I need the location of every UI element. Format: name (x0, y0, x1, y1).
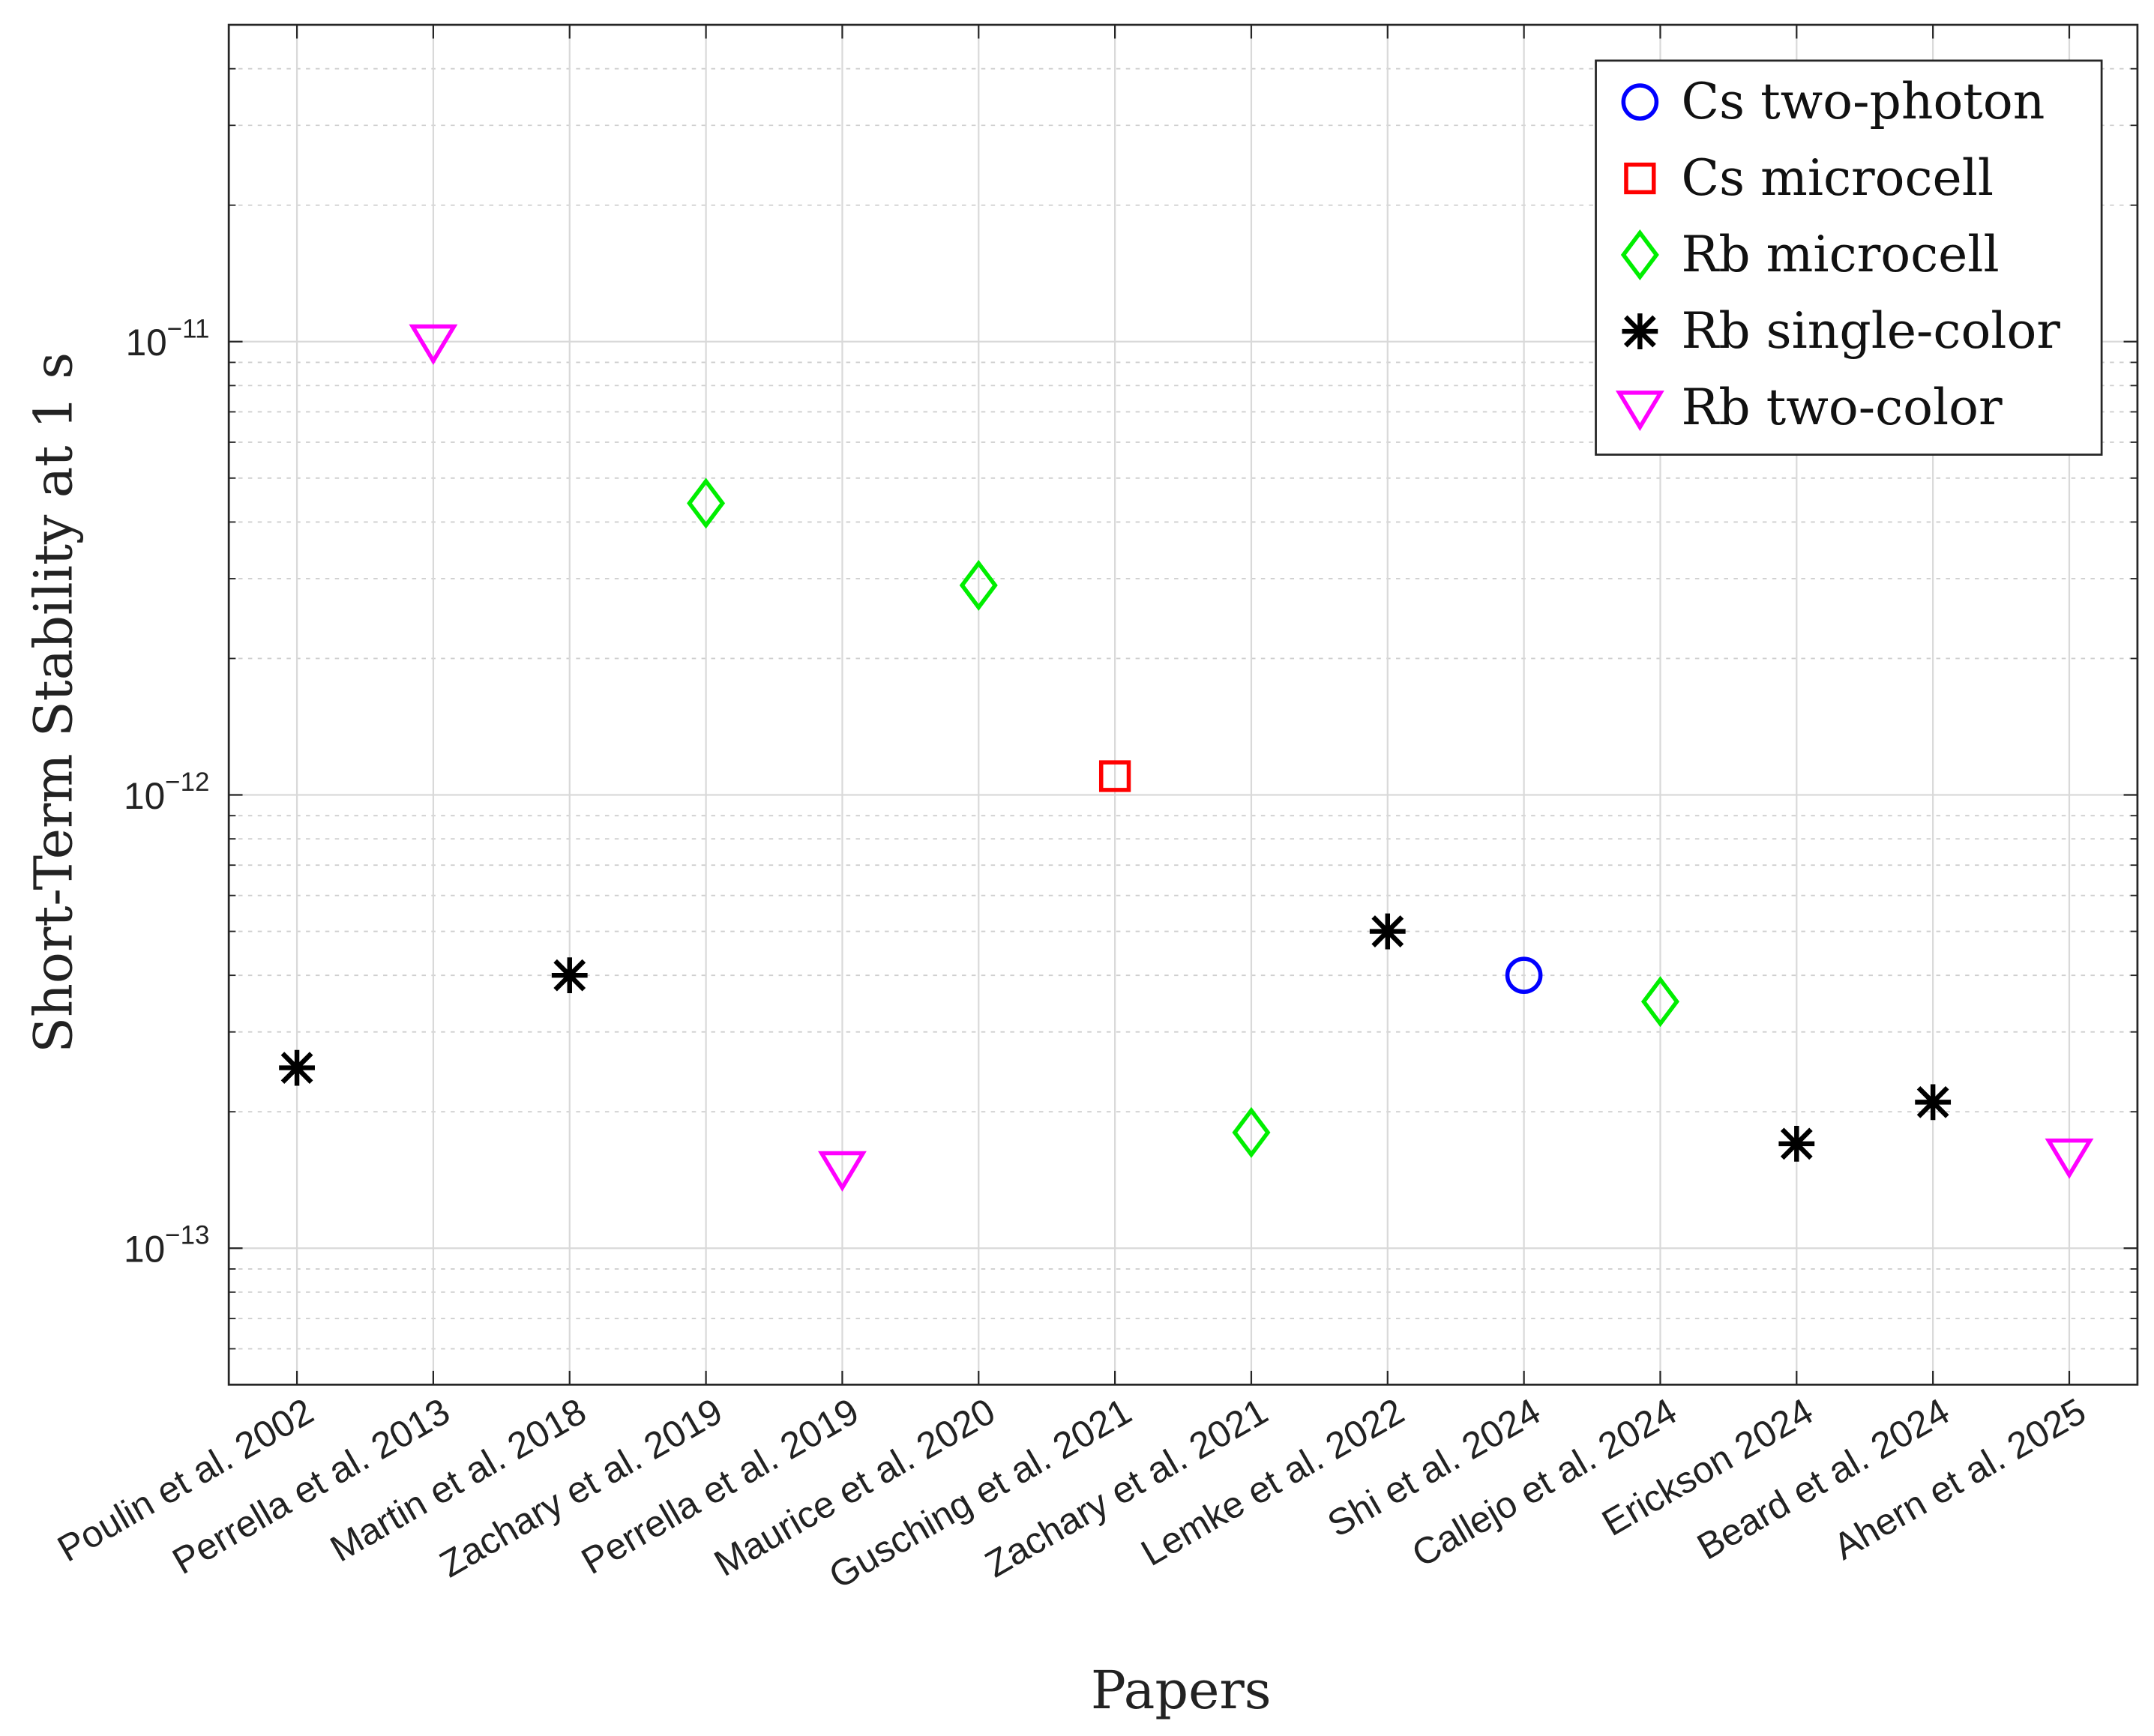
legend: Cs two-photon Cs microcell Rb microcell Rb … (1595, 59, 2103, 456)
legend-label: Cs two-photon (1682, 73, 2045, 130)
legend-label: Cs microcell (1682, 149, 1994, 207)
asterisk-stroke (1371, 915, 1404, 947)
x-tick-label: Ahern et al. 2025 (1826, 1390, 2093, 1567)
data-point-diamond (959, 559, 998, 611)
asterisk-stroke (1623, 315, 1656, 348)
data-point-triangle-down (2045, 1138, 2094, 1179)
y-tick-label: 10−11 (126, 314, 210, 364)
data-points (279, 324, 2094, 1192)
x-axis-label: Papers (1091, 1660, 1272, 1721)
asterisk-stroke (1780, 1127, 1813, 1160)
asterisk-stroke (280, 1052, 313, 1084)
legend-marker-square (1624, 162, 1656, 195)
data-point-diamond (1232, 1106, 1271, 1158)
legend-label: Rb single-color (1682, 302, 2061, 360)
legend-marker-circle (1621, 83, 1659, 121)
data-point-diamond (1640, 976, 1679, 1028)
legend-marker-diamond (1620, 229, 1659, 281)
asterisk-stroke (553, 959, 586, 992)
data-point-asterisk (1915, 1084, 1952, 1121)
legend-box (1595, 59, 2103, 456)
data-point-circle (1505, 956, 1543, 994)
grid (229, 24, 2138, 1386)
legend-label: Rb two-color (1682, 379, 2003, 436)
legend-marker-asterisk (1622, 313, 1658, 349)
data-point-asterisk (1778, 1125, 1815, 1162)
data-point-asterisk (279, 1049, 315, 1086)
legend-marker-triangle-down (1615, 391, 1664, 432)
y-axis-label: Short-Term Stability at 1 s (24, 352, 85, 1053)
legend-label: Rb microcell (1682, 226, 2000, 283)
plot-frame (227, 23, 2139, 1386)
y-tick-label: 10−12 (124, 768, 209, 817)
data-point-triangle-down (409, 324, 458, 365)
data-point-diamond (687, 477, 726, 529)
y-tick-label: 10−13 (124, 1221, 209, 1271)
asterisk-stroke (1916, 1085, 1949, 1118)
data-point-asterisk (1369, 913, 1406, 950)
data-point-square (1098, 760, 1131, 792)
data-point-asterisk (551, 957, 588, 994)
data-point-triangle-down (817, 1151, 867, 1192)
